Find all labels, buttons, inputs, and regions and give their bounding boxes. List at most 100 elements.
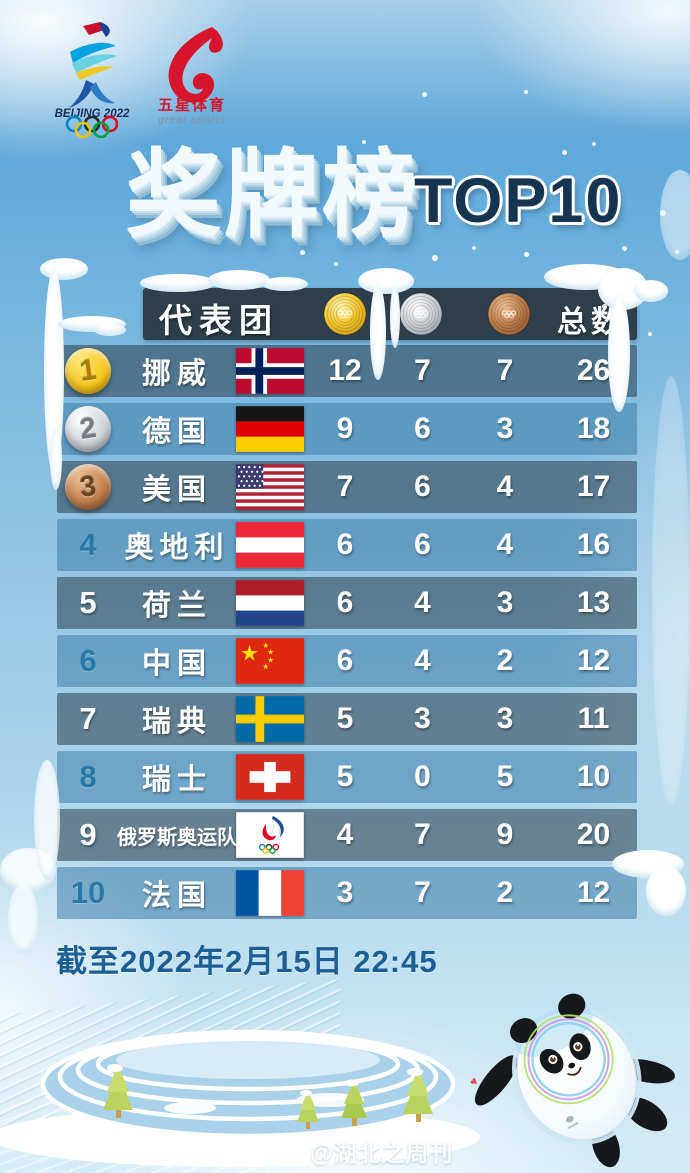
snowflake-fleck (660, 210, 666, 216)
flag-cell (235, 754, 305, 800)
switzerland-flag-icon (236, 754, 304, 800)
country-name: 瑞士 (141, 764, 212, 796)
silver-medal-icon (399, 292, 443, 336)
sweden-flag-icon (236, 696, 304, 742)
bronze-count: 3 (496, 702, 514, 735)
table-row: 2 德国 9 6 3 18 (57, 403, 637, 455)
germany-flag-icon (236, 406, 304, 452)
flag-cell: ★ ★ ★ ★ ★ (235, 638, 305, 684)
country-name: 中国 (141, 648, 212, 680)
svg-text:★: ★ (240, 642, 259, 666)
bronze-count: 4 (496, 528, 514, 561)
broadcaster-name-text: 五星体育 (158, 96, 226, 114)
table-row: 7 瑞典 5 3 3 11 (57, 693, 637, 745)
silver-count: 6 (414, 528, 431, 561)
snow-decoration (208, 270, 270, 290)
table-row: 6 中国 ★ ★ ★ ★ ★ 6 4 2 12 (57, 635, 637, 687)
rank-number: 7 (79, 701, 97, 736)
page-title: 奖牌榜 (126, 142, 421, 248)
snowflake-fleck (472, 246, 476, 250)
table-row: 3 美国 7 6 4 17 (57, 461, 637, 513)
china-flag-icon: ★ ★ ★ ★ ★ (236, 638, 304, 684)
gold-count: 3 (336, 876, 354, 909)
snow-decoration (34, 760, 60, 880)
table-row: 8 瑞士 5 0 5 10 (57, 751, 637, 803)
silver-count: 7 (414, 354, 431, 387)
gold-rank-medal-icon: 1 (65, 348, 111, 394)
snowflake-fleck (622, 246, 627, 251)
ice-ribbon-stadium-illustration (0, 1012, 480, 1172)
snowflake-fleck (334, 262, 338, 266)
rank-number: 10 (70, 875, 106, 910)
rank-number: 6 (79, 643, 97, 678)
snow-decoration (358, 268, 414, 294)
bronze-count: 2 (496, 644, 514, 677)
snowflake-fleck (675, 250, 679, 254)
flag-cell (235, 406, 305, 452)
rank-cell: 9 (57, 817, 119, 853)
flag-cell (235, 580, 305, 626)
rank-cell: 10 (57, 875, 119, 911)
silver-count: 4 (414, 644, 431, 677)
as-of-timestamp: 截至2022年2月15日 22:45 (56, 944, 438, 979)
snow-decoration (50, 428, 62, 490)
table-row: 10 法国 3 7 2 12 (57, 867, 637, 919)
snowflake-fleck (592, 142, 596, 146)
silver-count: 0 (414, 760, 431, 793)
rank-number: 8 (79, 759, 97, 794)
gold-count: 5 (336, 702, 354, 735)
gold-count: 6 (336, 586, 354, 619)
gold-count: 4 (336, 818, 354, 851)
flag-cell (235, 348, 305, 394)
total-count: 10 (576, 760, 611, 793)
snowflake-fleck (300, 250, 305, 255)
rank-number: 1 (77, 353, 99, 388)
silver-count: 6 (414, 412, 431, 445)
silver-count: 7 (414, 876, 431, 909)
gold-count: 12 (328, 354, 362, 387)
snow-decoration (634, 280, 668, 302)
snow-decoration (94, 324, 126, 336)
snow-decoration (646, 866, 686, 916)
rank-number: 2 (77, 411, 99, 446)
rank-number: 4 (79, 527, 97, 562)
rank-number: 5 (79, 585, 97, 620)
flag-cell (235, 464, 305, 510)
svg-text:★: ★ (262, 662, 269, 671)
snow-decoration (652, 376, 690, 806)
country-name: 荷兰 (141, 590, 212, 622)
norway-flag-icon (236, 348, 304, 394)
flag-cell (235, 812, 305, 858)
medal-table-rows: 1 挪威 12 7 7 26 2 德国 9 6 3 18 3 美国 7 6 4 17 4 奥地利 6 6 4 16 5 荷兰 6 4 3… (57, 345, 637, 919)
snowflake-fleck (602, 304, 607, 309)
table-row: 9 俄罗斯奥运队 4 7 9 20 (57, 809, 637, 861)
silver-rank-medal-icon: 2 (65, 406, 111, 452)
snow-decoration (44, 268, 64, 474)
roc-flag-icon (236, 812, 304, 858)
country-name: 美国 (141, 474, 212, 506)
silver-count: 3 (414, 702, 431, 735)
bronze-rank-medal-icon: 3 (65, 464, 111, 510)
bronze-count: 5 (496, 760, 514, 793)
table-row: 4 奥地利 6 6 4 16 (57, 519, 637, 571)
delegation-header: 代表团 (159, 302, 279, 339)
bronze-count: 9 (496, 818, 514, 851)
snow-decoration (40, 258, 88, 280)
rank-cell: 5 (57, 585, 119, 621)
snowflake-fleck (362, 140, 366, 144)
snowflake-fleck (432, 255, 438, 261)
snowflake-fleck (524, 252, 529, 257)
snow-decoration (262, 277, 308, 291)
silver-count: 4 (414, 586, 431, 619)
gold-count: 7 (336, 470, 354, 503)
total-count: 11 (577, 702, 610, 735)
country-name: 法国 (141, 880, 212, 912)
snow-decoration (608, 294, 630, 412)
bronze-count: 7 (496, 354, 514, 387)
svg-text:★: ★ (267, 655, 274, 664)
rank-number: 9 (79, 817, 97, 852)
gold-count: 6 (336, 528, 354, 561)
gold-count: 9 (336, 412, 354, 445)
bronze-medal-icon (487, 292, 531, 336)
